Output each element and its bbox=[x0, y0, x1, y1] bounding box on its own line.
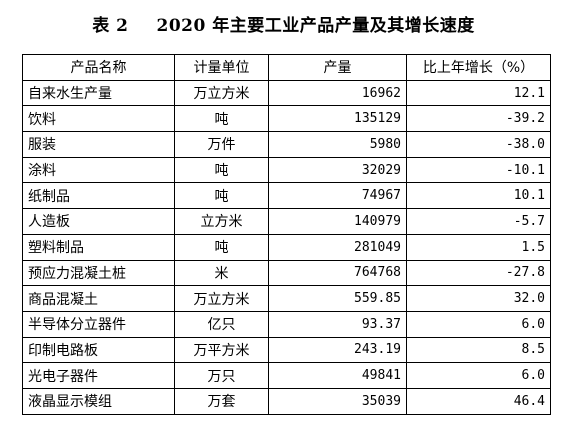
growth-cell: 8.5 bbox=[406, 336, 551, 364]
product-name-cell: 光电子器件 bbox=[22, 362, 175, 389]
unit-cell: 亿只 bbox=[174, 310, 269, 338]
output-cell: 135129 bbox=[268, 105, 407, 133]
product-name-cell: 液晶显示模组 bbox=[22, 387, 175, 415]
header-product-name: 产品名称 bbox=[22, 54, 175, 81]
growth-cell: 1.5 bbox=[406, 233, 551, 261]
table-row: 液晶显示模组 万套 35039 46.4 bbox=[22, 387, 551, 415]
product-name-cell: 人造板 bbox=[22, 208, 175, 235]
unit-cell: 万平方米 bbox=[174, 336, 269, 364]
unit-cell: 米 bbox=[174, 259, 269, 287]
growth-cell: 6.0 bbox=[406, 310, 551, 338]
unit-cell: 吨 bbox=[174, 233, 269, 261]
output-cell: 35039 bbox=[268, 387, 407, 415]
table-row: 自来水生产量 万立方米 16962 12.1 bbox=[22, 79, 551, 107]
unit-cell: 万立方米 bbox=[174, 79, 269, 107]
product-name-cell: 涂料 bbox=[22, 156, 175, 184]
unit-cell: 万只 bbox=[174, 362, 269, 389]
table-header-row: 产品名称 计量单位 产量 比上年增长（%） bbox=[22, 54, 551, 81]
table-row: 半导体分立器件 亿只 93.37 6.0 bbox=[22, 310, 551, 338]
output-cell: 32029 bbox=[268, 156, 407, 184]
growth-cell: -38.0 bbox=[406, 131, 551, 158]
unit-cell: 吨 bbox=[174, 156, 269, 184]
header-output: 产量 bbox=[268, 54, 407, 81]
product-name-cell: 服装 bbox=[22, 131, 175, 158]
unit-cell: 吨 bbox=[174, 182, 269, 210]
output-cell: 74967 bbox=[268, 182, 407, 210]
unit-cell: 万套 bbox=[174, 387, 269, 415]
output-cell: 281049 bbox=[268, 233, 407, 261]
output-cell: 5980 bbox=[268, 131, 407, 158]
product-name-cell: 饮料 bbox=[22, 105, 175, 133]
production-table: 产品名称 计量单位 产量 比上年增长（%） 自来水生产量 万立方米 16962 12.… bbox=[22, 54, 551, 415]
output-cell: 764768 bbox=[268, 259, 407, 287]
header-unit: 计量单位 bbox=[174, 54, 269, 81]
growth-cell: 12.1 bbox=[406, 79, 551, 107]
table-row: 服装 万件 5980 -38.0 bbox=[22, 131, 551, 158]
product-name-cell: 塑料制品 bbox=[22, 233, 175, 261]
table-row: 纸制品吨 74967 10.1 bbox=[22, 182, 551, 210]
output-cell: 93.37 bbox=[268, 310, 407, 338]
growth-cell: 6.0 bbox=[406, 362, 551, 389]
unit-cell: 万立方米 bbox=[174, 285, 269, 312]
table-row: 饮料吨 135129 -39.2 bbox=[22, 105, 551, 133]
table-row: 涂料吨 32029 -10.1 bbox=[22, 156, 551, 184]
table-row: 商品混凝土 万立方米 559.85 32.0 bbox=[22, 285, 551, 312]
table-body: 自来水生产量 万立方米 16962 12.1 饮料吨 135129 -39.2 服装 万件 598… bbox=[22, 79, 551, 415]
table-row: 印制电路板 万平方米 243.19 8.5 bbox=[22, 336, 551, 364]
growth-cell: 32.0 bbox=[406, 285, 551, 312]
unit-cell: 立方米 bbox=[174, 208, 269, 235]
product-name-cell: 半导体分立器件 bbox=[22, 310, 175, 338]
product-name-cell: 纸制品 bbox=[22, 182, 175, 210]
output-cell: 16962 bbox=[268, 79, 407, 107]
table-title: 表 2 2020 年主要工业产品产量及其增长速度 bbox=[0, 14, 567, 38]
growth-cell: -10.1 bbox=[406, 156, 551, 184]
table-title-text: 2020 年主要工业产品产量及其增长速度 bbox=[156, 16, 475, 36]
table-row: 预应力混凝土桩米 764768 -27.8 bbox=[22, 259, 551, 287]
product-name-cell: 印制电路板 bbox=[22, 336, 175, 364]
growth-cell: -5.7 bbox=[406, 208, 551, 235]
growth-cell: -27.8 bbox=[406, 259, 551, 287]
table-row: 塑料制品吨 281049 1.5 bbox=[22, 233, 551, 261]
growth-cell: -39.2 bbox=[406, 105, 551, 133]
output-cell: 49841 bbox=[268, 362, 407, 389]
product-name-cell: 自来水生产量 bbox=[22, 79, 175, 107]
unit-cell: 万件 bbox=[174, 131, 269, 158]
output-cell: 243.19 bbox=[268, 336, 407, 364]
unit-cell: 吨 bbox=[174, 105, 269, 133]
product-name-cell: 商品混凝土 bbox=[22, 285, 175, 312]
output-cell: 140979 bbox=[268, 208, 407, 235]
output-cell: 559.85 bbox=[268, 285, 407, 312]
product-name-cell: 预应力混凝土桩 bbox=[22, 259, 175, 287]
header-growth: 比上年增长（%） bbox=[406, 54, 551, 81]
table-number: 表 2 bbox=[92, 16, 129, 36]
growth-cell: 10.1 bbox=[406, 182, 551, 210]
table-row: 人造板 立方米 140979 -5.7 bbox=[22, 208, 551, 235]
growth-cell: 46.4 bbox=[406, 387, 551, 415]
table-row: 光电子器件 万只 49841 6.0 bbox=[22, 362, 551, 389]
